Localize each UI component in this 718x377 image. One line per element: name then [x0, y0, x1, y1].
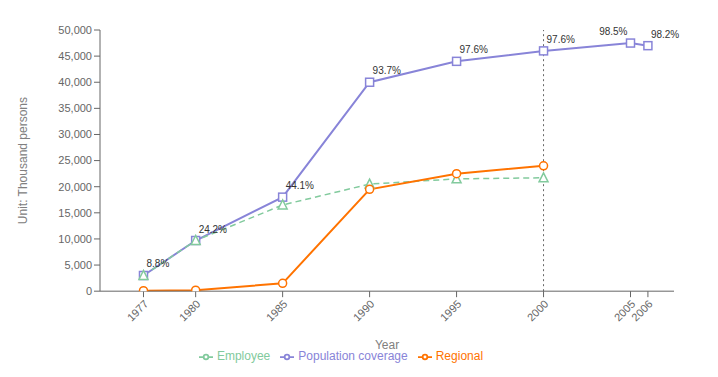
svg-text:24.2%: 24.2% — [199, 224, 227, 235]
svg-text:98.2%: 98.2% — [651, 29, 679, 40]
svg-text:Year: Year — [375, 338, 399, 352]
svg-text:50,000: 50,000 — [58, 24, 92, 36]
svg-text:44.1%: 44.1% — [286, 180, 314, 191]
html-text:Population coverage: Population coverage — [298, 349, 408, 364]
svg-text:15,000: 15,000 — [58, 207, 92, 219]
svg-text:97.6%: 97.6% — [547, 34, 575, 45]
svg-text:0: 0 — [86, 285, 92, 297]
svg-text:1977: 1977 — [125, 298, 151, 324]
svg-text:97.6%: 97.6% — [460, 44, 488, 55]
svg-text:10,000: 10,000 — [58, 233, 92, 245]
svg-text:2005: 2005 — [611, 297, 638, 324]
svg-text:98.5%: 98.5% — [599, 26, 627, 37]
svg-text:2000: 2000 — [525, 298, 551, 324]
svg-text:8.8%: 8.8% — [146, 258, 169, 269]
svg-text:1980: 1980 — [177, 298, 203, 324]
svg-text:1995: 1995 — [438, 298, 464, 324]
svg-text:30,000: 30,000 — [58, 128, 92, 140]
html-text:Regional: Regional — [435, 349, 484, 364]
svg-text:35,000: 35,000 — [58, 102, 92, 114]
html-text:Employee: Employee — [216, 349, 271, 364]
svg-text:93.7%: 93.7% — [373, 65, 401, 76]
svg-text:20,000: 20,000 — [58, 181, 92, 193]
svg-text:25,000: 25,000 — [58, 154, 92, 166]
svg-text:40,000: 40,000 — [58, 76, 92, 88]
svg-text:Unit: Thousand persons: Unit: Thousand persons — [16, 97, 30, 224]
svg-text:45,000: 45,000 — [58, 50, 92, 62]
svg-text:2006: 2006 — [629, 298, 655, 324]
svg-text:5,000: 5,000 — [64, 259, 92, 271]
svg-text:1985: 1985 — [264, 298, 290, 324]
svg-text:1990: 1990 — [351, 298, 377, 324]
